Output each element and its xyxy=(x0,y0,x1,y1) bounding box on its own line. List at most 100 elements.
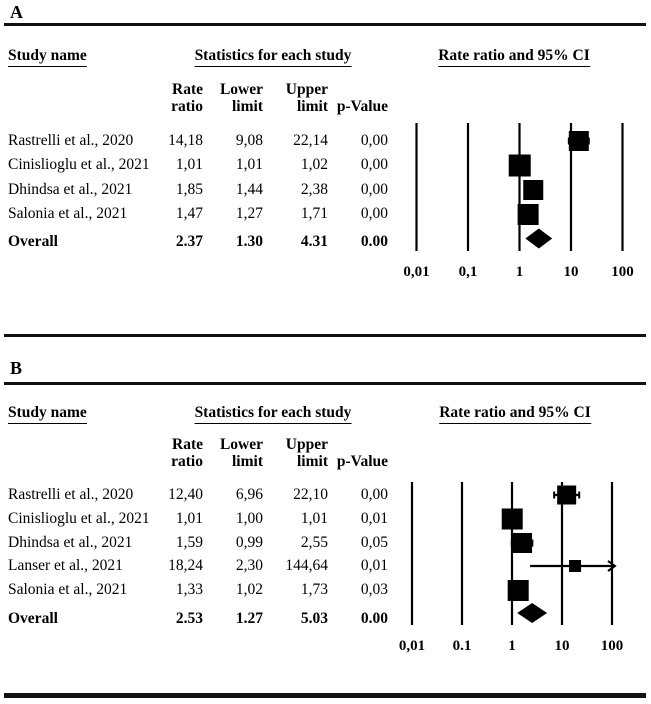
figure-bottom-rule xyxy=(4,693,646,698)
study-name-header-a: Study name xyxy=(8,47,87,67)
study-marker xyxy=(557,485,577,505)
column-header-rate-ratio-b: Rate ratio xyxy=(171,436,203,470)
rate-ratio-value: 1,33 xyxy=(175,581,203,598)
table-row: Salonia et al., 2021 1,47 1,27 1,71 0,00 xyxy=(0,204,400,224)
study-marker xyxy=(507,580,529,601)
p-value: 0,01 xyxy=(360,557,388,574)
rate-ratio-value: 1,59 xyxy=(175,534,203,551)
study-name: Cinislioglu et al., 2021 xyxy=(8,156,150,173)
upper-limit-value: 1,73 xyxy=(300,581,328,598)
overall-row: Overall 2.37 1.30 4.31 0.00 xyxy=(0,232,400,252)
panel-b-label: B xyxy=(10,358,23,378)
upper-limit-value: 144,64 xyxy=(285,557,328,574)
lower-limit-value: 1.30 xyxy=(235,233,263,250)
table-row: Cinislioglu et al., 2021 1,01 1,01 1,02 … xyxy=(0,155,400,175)
lower-limit-value: 6,96 xyxy=(235,486,263,503)
lower-limit-value: 1,01 xyxy=(235,156,263,173)
upper-limit-value: 22,10 xyxy=(293,486,328,503)
column-header-p-value-a: p-Value xyxy=(336,98,388,115)
column-header-p-value-b: p-Value xyxy=(336,453,388,470)
rate-ratio-value: 1,85 xyxy=(175,181,203,198)
statistics-header-a: Statistics for each study xyxy=(194,47,352,67)
rate-ratio-value: 18,24 xyxy=(168,557,203,574)
upper-limit-value: 4.31 xyxy=(300,233,328,250)
statistics-header-b: Statistics for each study xyxy=(194,404,352,424)
upper-limit-value: 22,14 xyxy=(293,132,328,149)
table-row: Dhindsa et al., 2021 1,59 0,99 2,55 0,05 xyxy=(0,533,400,553)
p-value: 0,00 xyxy=(360,156,388,173)
p-value: 0,05 xyxy=(360,534,388,551)
axis-tick-label: 0,1 xyxy=(459,264,478,280)
rate-ratio-value: 14,18 xyxy=(168,132,203,149)
lower-limit-value: 0,99 xyxy=(235,534,263,551)
column-header-rate-ratio-a: Rate ratio xyxy=(171,81,203,115)
axis-tick-label: 0,01 xyxy=(403,264,429,280)
column-header-upper-limit-a: Upper limit xyxy=(285,81,328,115)
table-row: Cinislioglu et al., 2021 1,01 1,00 1,01 … xyxy=(0,509,400,529)
p-value: 0,00 xyxy=(360,205,388,222)
study-name: Cinislioglu et al., 2021 xyxy=(8,510,150,527)
table-row: Lanser et al., 2021 18,24 2,30 144,64 0,… xyxy=(0,556,400,576)
study-name: Dhindsa et al., 2021 xyxy=(8,181,133,198)
table-row: Rastrelli et al., 2020 12,40 6,96 22,10 … xyxy=(0,485,400,505)
upper-limit-value: 2,38 xyxy=(300,181,328,198)
p-value: 0,01 xyxy=(360,510,388,527)
study-marker xyxy=(512,533,533,553)
lower-limit-value: 1,00 xyxy=(235,510,263,527)
table-row: Rastrelli et al., 2020 14,18 9,08 22,14 … xyxy=(0,131,400,151)
rate-ratio-value: 1,47 xyxy=(175,205,203,222)
lower-limit-value: 2,30 xyxy=(235,557,263,574)
axis-tick-label: 0,01 xyxy=(399,638,425,654)
p-value: 0,00 xyxy=(360,181,388,198)
overall-diamond xyxy=(525,228,553,249)
panel-a-label: A xyxy=(10,2,23,22)
study-marker xyxy=(569,560,582,572)
overall-diamond xyxy=(517,603,548,623)
upper-limit-value: 1,71 xyxy=(300,205,328,222)
overall-label: Overall xyxy=(8,610,58,627)
study-marker xyxy=(568,131,589,151)
upper-limit-value: 1,01 xyxy=(300,510,328,527)
p-value: 0.00 xyxy=(360,233,388,250)
column-header-upper-limit-b: Upper limit xyxy=(285,436,328,470)
column-header-lower-limit-a: Lower limit xyxy=(219,81,263,115)
rate-ratio-value: 1,01 xyxy=(175,156,203,173)
p-value: 0.00 xyxy=(360,610,388,627)
overall-row: Overall 2.53 1.27 5.03 0.00 xyxy=(0,609,400,629)
study-marker xyxy=(501,508,523,530)
rate-ratio-value: 2.53 xyxy=(175,610,203,627)
lower-limit-value: 9,08 xyxy=(235,132,263,149)
lower-limit-value: 1,02 xyxy=(235,581,263,598)
study-name: Salonia et al., 2021 xyxy=(8,205,128,222)
study-name: Dhindsa et al., 2021 xyxy=(8,534,133,551)
axis-tick-label: 10 xyxy=(564,264,579,280)
study-name: Rastrelli et al., 2020 xyxy=(8,486,134,503)
rate-ratio-value: 2.37 xyxy=(175,233,203,250)
lower-limit-value: 1,27 xyxy=(235,205,263,222)
axis-tick-label: 1 xyxy=(516,264,524,280)
upper-limit-value: 2,55 xyxy=(300,534,328,551)
table-row: Dhindsa et al., 2021 1,85 1,44 2,38 0,00 xyxy=(0,180,400,200)
panel-a-top-rule xyxy=(4,23,646,26)
p-value: 0,00 xyxy=(360,486,388,503)
rate-ratio-value: 12,40 xyxy=(168,486,203,503)
axis-tick-label: 100 xyxy=(601,638,624,654)
overall-label: Overall xyxy=(8,233,58,250)
upper-limit-value: 1,02 xyxy=(300,156,328,173)
study-name: Rastrelli et al., 2020 xyxy=(8,132,134,149)
study-name-header-b: Study name xyxy=(8,404,87,424)
study-marker xyxy=(508,154,531,177)
study-marker xyxy=(523,180,544,200)
p-value: 0,03 xyxy=(360,581,388,598)
ci-arrow xyxy=(607,560,617,572)
study-name: Salonia et al., 2021 xyxy=(8,581,128,598)
axis-tick-label: 10 xyxy=(555,638,570,654)
lower-limit-value: 1,44 xyxy=(235,181,263,198)
rate-ratio-ci-header-b: Rate ratio and 95% CI xyxy=(439,404,591,424)
table-row: Salonia et al., 2021 1,33 1,02 1,73 0,03 xyxy=(0,580,400,600)
study-name: Lanser et al., 2021 xyxy=(8,557,123,574)
panel-divider-rule xyxy=(4,334,646,337)
axis-tick-label: 0.1 xyxy=(453,638,472,654)
